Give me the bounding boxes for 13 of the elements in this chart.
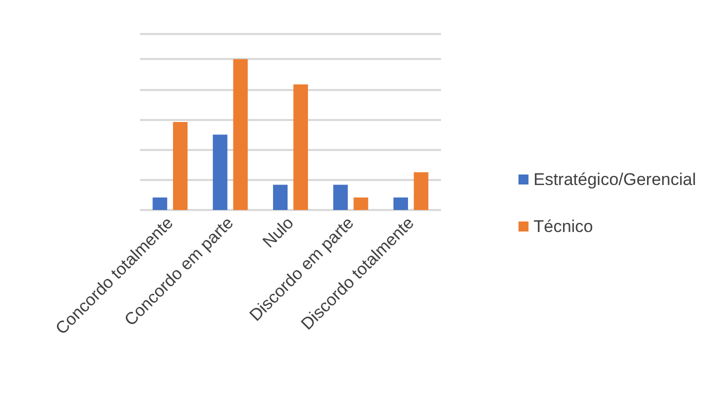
- x-tick-label: Nulo: [259, 213, 298, 252]
- bar: [393, 197, 408, 210]
- bar: [233, 59, 248, 210]
- bar: [333, 184, 348, 210]
- legend-label: Técnico: [533, 217, 594, 236]
- bar: [152, 197, 168, 210]
- bar: [212, 134, 228, 210]
- bar: [273, 184, 288, 210]
- bar: [293, 84, 308, 210]
- legend-label: Estratégico/Gerencial: [533, 170, 696, 189]
- bar: [354, 197, 368, 210]
- bar: [414, 172, 428, 210]
- bar: [173, 122, 188, 210]
